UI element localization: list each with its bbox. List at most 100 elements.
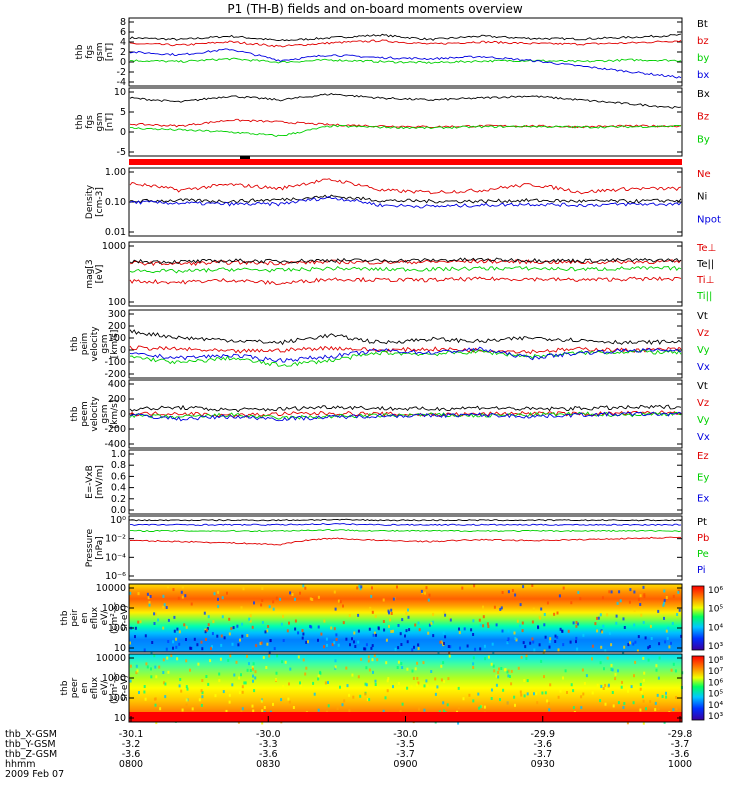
spectrogram-pixel <box>155 721 158 725</box>
series-line-Vx <box>129 411 682 422</box>
spectrogram-pixel <box>423 684 426 688</box>
spectrogram-pixel <box>580 706 583 710</box>
spectrogram-pixel <box>603 667 605 671</box>
spectrogram-pixel <box>129 641 131 645</box>
legend-entry: Bz <box>697 112 709 123</box>
spectrogram-pixel <box>330 626 333 630</box>
y-axis-label-line: en <box>80 612 90 623</box>
spectrogram-pixel <box>462 697 465 701</box>
spectrogram-pixel <box>626 721 629 725</box>
spectrogram-pixel <box>444 635 447 639</box>
x-axis-footer: thb_X-GSM -30.1 -30.0 -30.0 -29.9 -29.8 thb_Y-… <box>5 716 692 780</box>
spectrogram-pixel <box>232 626 235 630</box>
spectrogram-pixel <box>376 658 379 662</box>
spectrogram-pixel <box>519 603 522 607</box>
spectrogram-pixel <box>520 655 523 659</box>
spectrogram-pixel <box>428 623 431 627</box>
spectrogram-pixel <box>517 666 520 670</box>
spectrogram-pixel <box>163 603 166 607</box>
spectrogram-pixel <box>323 645 325 649</box>
spectrogram-pixel <box>436 685 439 689</box>
spectrogram-pixel <box>287 697 290 701</box>
colorbar-label: 10⁴ <box>708 623 723 633</box>
spectrogram-pixel <box>242 587 245 591</box>
spectrogram-pixel <box>371 586 373 590</box>
spectrogram-pixel <box>313 692 316 696</box>
spectrogram-pixel <box>374 679 377 683</box>
spectrogram-pixel <box>352 695 355 699</box>
spectrogram-pixel <box>606 613 609 617</box>
spectrogram-pixel <box>570 683 573 687</box>
spectrogram-pixel <box>665 596 668 599</box>
colorbar-label: 10⁷ <box>708 667 723 677</box>
spectrogram-pixel <box>411 669 414 673</box>
y-tick-label: 10⁻⁶ <box>105 571 126 582</box>
spectrogram-pixel <box>144 634 147 638</box>
spectrogram-pixel <box>502 688 505 692</box>
spectrogram-pixel <box>317 595 320 599</box>
y-axis-label-line: sr-eV) <box>120 675 130 701</box>
spectrogram-pixel <box>447 677 450 681</box>
spectrogram-pixel <box>619 599 622 603</box>
spectrogram-pixel <box>418 628 421 632</box>
spectrogram-pixel <box>386 679 389 683</box>
spectrogram-pixel <box>364 682 367 686</box>
spectrogram-pixel <box>630 685 633 689</box>
spectrogram-pixel <box>219 657 222 661</box>
spectrogram-pixel <box>497 675 500 679</box>
spectrogram-pixel <box>449 645 452 649</box>
spectrogram-pixel <box>608 631 611 635</box>
spectrogram-pixel <box>572 706 575 710</box>
spectrogram-pixel <box>549 683 552 687</box>
spectrogram-pixel <box>248 617 251 621</box>
spectrogram-pixel <box>628 600 631 604</box>
spectrogram-pixel <box>185 703 188 707</box>
spectrogram-pixel <box>606 656 609 660</box>
spectrogram-pixel <box>189 646 192 650</box>
spectrogram-pixel <box>301 629 304 632</box>
spectrogram-pixel <box>241 634 244 638</box>
y-axis-label-line: peim <box>80 333 90 356</box>
spectrogram-pixel <box>569 640 572 644</box>
spectrogram-pixel <box>228 693 231 697</box>
spectrogram-pixel <box>522 585 525 589</box>
spectrogram-pixel <box>557 695 560 699</box>
spectrogram-pixel <box>525 656 528 660</box>
spectrogram-pixel <box>137 620 140 624</box>
spectrogram-pixel <box>531 637 534 641</box>
spectrogram-pixel <box>633 590 636 594</box>
legend-entry: Pt <box>697 517 707 528</box>
spectrogram-pixel <box>618 590 621 594</box>
spectrogram-pixel <box>333 627 336 631</box>
colorbar-gradient <box>691 655 705 721</box>
series-line-Bz <box>129 118 682 129</box>
legend-entry: Ti|| <box>696 291 712 302</box>
spectrogram-pixel <box>490 697 493 700</box>
spectrogram-pixel <box>671 622 674 625</box>
spectrogram-pixel <box>302 584 305 588</box>
ephemeris-value: -3.3 <box>259 739 278 750</box>
spectrogram-pixel <box>498 667 500 671</box>
spectrogram-pixel <box>672 594 675 598</box>
spectrogram-pixel <box>345 637 348 641</box>
spectrogram-pixel <box>377 627 380 631</box>
y-axis-label-line: thb <box>60 610 70 625</box>
spectrogram-pixel <box>206 628 209 632</box>
spectrogram-pixel <box>405 611 408 615</box>
spectrogram-pixel <box>539 616 542 620</box>
spectrogram-pixel <box>235 627 238 630</box>
panel-frame <box>128 309 683 379</box>
spectrogram-pixel <box>394 647 397 651</box>
spectrogram-pixel <box>267 625 270 628</box>
y-tick-label: 0.6 <box>111 471 126 482</box>
spectrogram-pixel <box>214 694 217 698</box>
spectrogram-pixel <box>484 657 487 661</box>
spectrogram-pixel <box>647 658 650 662</box>
spectrogram-pixel <box>457 706 460 710</box>
ephemeris-value: -3.7 <box>533 749 552 760</box>
y-tick-label: -200 <box>104 369 126 380</box>
spectrogram-pixel <box>392 685 394 689</box>
ephemeris-value: -3.7 <box>671 739 690 750</box>
y-axis-label-line: [nPa] <box>95 536 105 559</box>
